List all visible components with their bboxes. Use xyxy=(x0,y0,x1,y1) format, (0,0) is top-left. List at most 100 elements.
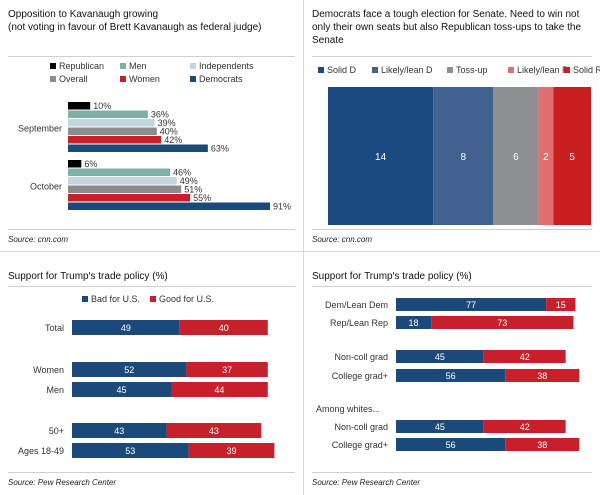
data-label-0-dem-lean-dem-series-1: 15 xyxy=(556,300,566,310)
legend-swatch-solid-d xyxy=(318,67,324,73)
legend-label-likely-lean-d: Likely/lean D xyxy=(381,65,433,75)
legend-label-republican: Republican xyxy=(59,61,104,71)
legend-label-democrats: Democrats xyxy=(199,74,243,84)
legend-label-women: Women xyxy=(129,74,160,84)
bar-october-overall xyxy=(68,185,182,193)
bar-1-rep-lean-rep-series-1 xyxy=(431,316,574,329)
data-label-september-women: 42% xyxy=(164,135,182,145)
group-heading: Among whites... xyxy=(316,404,380,414)
legend-label-solid-d: Solid D xyxy=(327,65,357,75)
data-label-october-democrats: 91% xyxy=(273,202,291,212)
trade-left-source: Source: Pew Research Center xyxy=(8,478,117,487)
segment-likely-lean-r xyxy=(538,87,554,225)
senate-title-rule xyxy=(312,56,592,57)
trade-right-source: Source: Pew Research Center xyxy=(312,478,421,487)
data-label-4-non-coll-grad-series-1: 42 xyxy=(520,422,530,432)
kavanaugh-panel: Opposition to Kavanaugh growing (not vot… xyxy=(0,0,303,251)
data-label-men-good-for-u-s: 44 xyxy=(214,385,224,395)
bar-october-democrats xyxy=(68,202,271,210)
segment-solid-d xyxy=(328,87,434,225)
category-label-1-rep-lean-rep: Rep/Lean Rep xyxy=(330,318,388,328)
trade-right-panel: Support for Trump's trade policy (%) Dem… xyxy=(304,252,600,495)
bar-5-college-grad-series-0 xyxy=(396,438,506,451)
data-label-september-overall: 40% xyxy=(160,127,178,137)
data-label-women-good-for-u-s: 37 xyxy=(222,365,232,375)
bar-2-non-coll-grad-series-1 xyxy=(483,350,566,363)
kavanaugh-source: Source: cnn.com xyxy=(8,235,69,244)
category-label-men: Men xyxy=(46,385,64,395)
senate-title: Democrats face a tough election for Sena… xyxy=(312,9,582,46)
segment-label-toss-up: 6 xyxy=(513,152,519,163)
category-label-4-non-coll-grad: Non-coll grad xyxy=(334,422,388,432)
data-label-september-democrats: 63% xyxy=(211,144,229,154)
bar-september-men xyxy=(68,110,148,118)
data-label-3-college-grad-series-1: 38 xyxy=(537,371,547,381)
data-label-september-men: 36% xyxy=(151,110,169,120)
trade-right-chart: Dem/Lean Dem 77 15 Rep/Lean Rep 18 73 Non-coll… xyxy=(316,298,580,451)
senate-chart: Solid D Likely/lean D Toss-up Likely/lean R… xyxy=(318,65,600,225)
legend-label-men: Men xyxy=(129,61,147,71)
data-label-2-non-coll-grad-series-1: 42 xyxy=(520,352,530,362)
bar-october-independents xyxy=(68,177,177,185)
bar-2-non-coll-grad-series-0 xyxy=(396,350,484,363)
legend-swatch-women xyxy=(120,76,126,82)
legend-swatch-good-for-u-s xyxy=(150,296,156,302)
data-label-october-independents: 49% xyxy=(180,176,198,186)
bar-men-good-for-u-s xyxy=(171,382,268,397)
bar-women-good-for-u-s xyxy=(186,362,268,377)
legend-swatch-republican xyxy=(50,63,56,69)
legend-swatch-likely-lean-d xyxy=(372,67,378,73)
data-label-october-overall: 51% xyxy=(184,185,202,195)
bar-ages-18-49-good-for-u-s xyxy=(188,443,275,458)
data-label-ages-18-49-good-for-u-s: 39 xyxy=(226,446,236,456)
legend-label-solid-r: Solid R xyxy=(573,65,600,75)
data-label-1-rep-lean-rep-series-0: 18 xyxy=(409,318,419,328)
kavanaugh-title-rule xyxy=(8,56,295,57)
trade-right-title-rule xyxy=(312,286,592,287)
trade-left-panel: Support for Trump's trade policy (%) Bad… xyxy=(0,252,303,495)
segment-label-solid-d: 14 xyxy=(375,152,387,163)
data-label-4-non-coll-grad-series-0: 45 xyxy=(435,422,445,432)
data-label-september-republican: 10% xyxy=(93,101,111,111)
bar-september-democrats xyxy=(68,144,208,152)
category-label-50: 50+ xyxy=(49,426,64,436)
data-label-5-college-grad-series-1: 38 xyxy=(537,440,547,450)
bar-october-republican xyxy=(68,160,82,168)
legend-swatch-democrats xyxy=(190,76,196,82)
segment-solid-r xyxy=(553,87,591,225)
data-label-men-bad-for-u-s: 45 xyxy=(116,385,126,395)
senate-panel: Democrats face a tough election for Sena… xyxy=(304,0,600,251)
segment-toss-up xyxy=(493,87,539,225)
category-label-0-dem-lean-dem: Dem/Lean Dem xyxy=(325,300,388,310)
bar-women-bad-for-u-s xyxy=(72,362,187,377)
legend-label-independents: Independents xyxy=(199,61,254,71)
segment-label-likely-lean-r: 2 xyxy=(543,152,549,163)
category-label-5-college-grad: College grad+ xyxy=(332,440,388,450)
legend-label-bad-for-u-s: Bad for U.S. xyxy=(91,294,140,304)
legend-swatch-likely-lean-r xyxy=(508,67,514,73)
data-label-50-good-for-u-s: 43 xyxy=(209,426,219,436)
bar-ages-18-49-bad-for-u-s xyxy=(72,443,189,458)
category-label-women: Women xyxy=(33,365,64,375)
bar-0-dem-lean-dem-series-0 xyxy=(396,298,547,311)
category-label-2-non-coll-grad: Non-coll grad xyxy=(334,352,388,362)
bar-4-non-coll-grad-series-1 xyxy=(483,420,566,433)
legend-label-likely-lean-r: Likely/lean R xyxy=(517,65,569,75)
bar-0-dem-lean-dem-series-1 xyxy=(546,298,576,311)
bar-september-independents xyxy=(68,119,155,127)
trade-right-title: Support for Trump's trade policy (%) xyxy=(312,271,472,282)
category-label-total: Total xyxy=(45,323,64,333)
bar-1-rep-lean-rep-series-0 xyxy=(396,316,432,329)
kavanaugh-source-rule xyxy=(8,229,295,230)
bar-september-overall xyxy=(68,127,157,135)
legend-label-good-for-u-s: Good for U.S. xyxy=(159,294,214,304)
legend-label-toss-up: Toss-up xyxy=(456,65,488,75)
data-label-october-women: 55% xyxy=(193,193,211,203)
bar-october-men xyxy=(68,168,171,176)
bar-50-bad-for-u-s xyxy=(72,423,167,438)
bar-men-bad-for-u-s xyxy=(72,382,171,397)
legend-swatch-toss-up xyxy=(447,67,453,73)
vertical-divider xyxy=(303,0,304,495)
data-label-september-independents: 39% xyxy=(158,118,176,128)
category-label-3-college-grad: College grad+ xyxy=(332,371,388,381)
